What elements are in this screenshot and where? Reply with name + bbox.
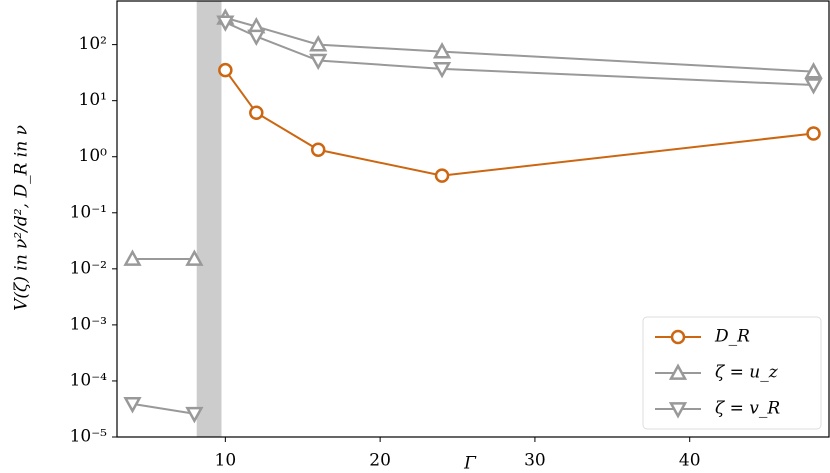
marker (249, 105, 264, 120)
y-tick-label: 10⁻³ (70, 314, 107, 334)
marker (216, 15, 235, 32)
marker (309, 53, 328, 71)
legend-box (642, 316, 822, 430)
x-tick-label: 20 (369, 451, 391, 471)
y-tick-label: 10² (79, 34, 107, 54)
marker (185, 249, 204, 266)
series-line (132, 402, 195, 415)
x-tick-label: 30 (524, 451, 546, 471)
legend-label: ζ = v_R (715, 399, 780, 419)
marker (310, 142, 326, 158)
x-axis-label: Γ (463, 454, 477, 473)
y-tick-label: 10⁻⁴ (70, 370, 108, 390)
marker (668, 363, 688, 380)
marker (804, 62, 823, 79)
y-tick-label: 10⁰ (79, 146, 108, 166)
marker (434, 168, 450, 183)
marker (432, 42, 452, 59)
legend: D_R ζ = u_z ζ = v_R (642, 316, 822, 430)
y-tick-label: 10¹ (79, 90, 107, 110)
marker (123, 397, 142, 414)
marker (670, 329, 686, 345)
y-axis-label: V(ζ) in ν²/d², D_R in ν (12, 125, 32, 311)
marker (185, 406, 204, 424)
marker (309, 35, 328, 52)
series-line (224, 69, 814, 177)
x-tick-label: 10 (215, 451, 237, 471)
marker (247, 29, 266, 47)
x-tick-label: 40 (679, 451, 701, 471)
marker (806, 126, 821, 141)
plot-frame (116, 0, 830, 438)
legend-label: D_R (714, 327, 750, 347)
y-tick-label: 10⁻² (70, 258, 107, 278)
shaded-span (196, 1, 222, 437)
marker (123, 249, 142, 266)
marker (432, 61, 452, 79)
series-line (224, 21, 814, 87)
y-tick-label: 10⁻⁵ (70, 427, 108, 447)
y-tick-label: 10⁻¹ (70, 202, 107, 222)
marker (668, 402, 688, 419)
marker (218, 62, 233, 78)
legend-label: ζ = u_z (715, 363, 779, 383)
marker (804, 78, 823, 95)
